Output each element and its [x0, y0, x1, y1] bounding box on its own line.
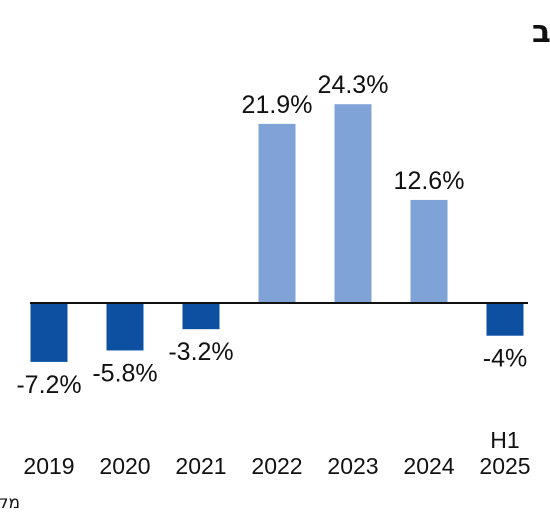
x-tick-label-6-line-1: 2025 [479, 453, 530, 479]
x-tick-label-0: 2019 [23, 453, 74, 479]
x-tick-label-2: 2021 [175, 453, 226, 479]
bar-6 [486, 303, 524, 336]
source-note: מקור הנתונים: Wobi [0, 493, 20, 513]
bar-4 [334, 104, 372, 303]
x-tick-label-4: 2023 [327, 453, 378, 479]
bar-0 [30, 303, 68, 362]
x-tick-label-5: 2024 [403, 453, 454, 479]
bar-1 [106, 303, 144, 351]
bar-3 [258, 123, 296, 303]
bar-5 [410, 199, 448, 303]
x-tick-label-6-line-0: H1 [490, 427, 519, 453]
data-label-3: 21.9% [242, 91, 313, 119]
chart-title: שיעור השינוי במחירי ביטוח הרכב [532, 14, 550, 50]
data-label-5: 12.6% [394, 167, 465, 195]
data-labels: -7.2% -5.8% -3.2% 21.9%24.3% 12.6% -4% [16, 71, 527, 399]
bars [30, 104, 524, 362]
data-label-2: -3.2% [168, 338, 233, 366]
data-label-6: -4% [483, 345, 527, 373]
bar-2 [182, 303, 220, 330]
x-tick-label-1: 2020 [99, 453, 150, 479]
data-label-0: -7.2% [16, 371, 81, 399]
data-label-4: 24.3% [318, 71, 389, 99]
x-tick-label-3: 2022 [251, 453, 302, 479]
data-label-1: -5.8% [92, 359, 157, 387]
